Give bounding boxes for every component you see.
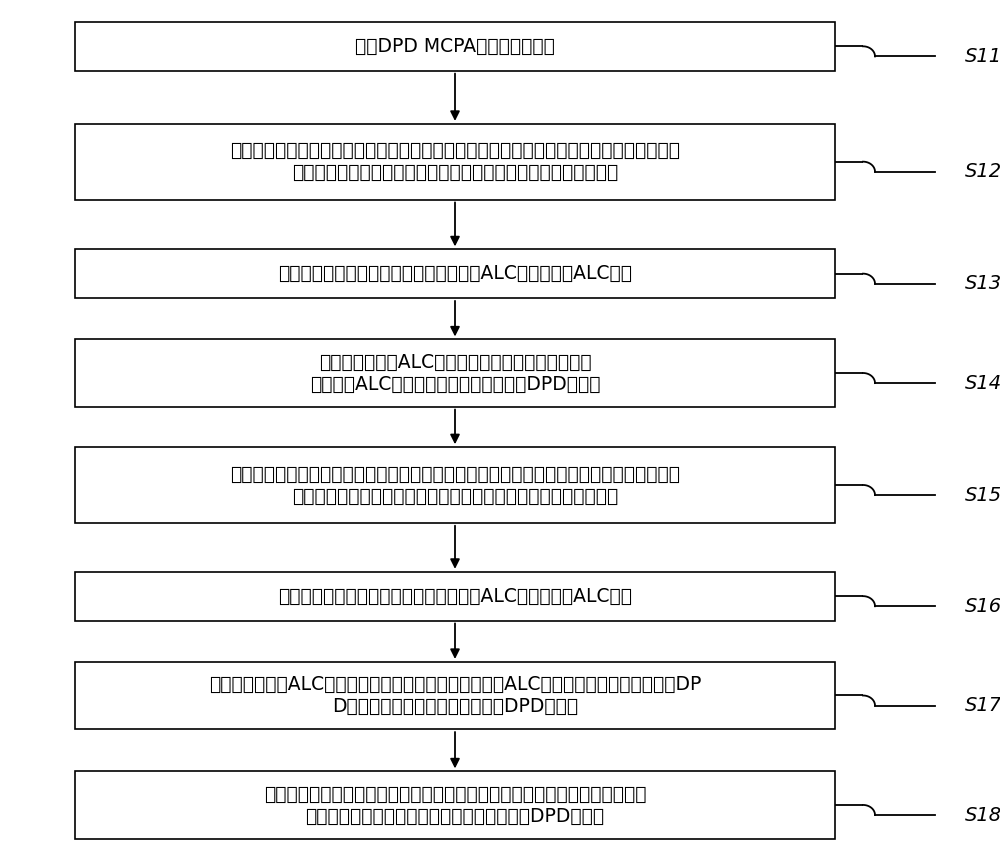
Text: S120: S120: [965, 163, 1000, 181]
Bar: [75, 124, 835, 200]
Text: 对至少两路载波信号均依次进行第一峰值ALC处理和均值ALC处理: 对至少两路载波信号均依次进行第一峰值ALC处理和均值ALC处理: [278, 264, 632, 283]
Text: S170: S170: [965, 696, 1000, 715]
Text: 接收用于控制接收反馈数字信号的反馈切换指令，分别接收对应耦合器发送的
至少两路反馈数字信号，并分别输送至对应的DPD处理器: 接收用于控制接收反馈数字信号的反馈切换指令，分别接收对应耦合器发送的 至少两路反…: [264, 785, 646, 825]
Text: S110: S110: [965, 47, 1000, 66]
Bar: [75, 22, 835, 71]
Bar: [75, 447, 835, 523]
Text: 分别对进行均值ALC处理后的至少两路载波信号进行
第二峰值ALC处理，并分别输送至对应的DPD处理器: 分别对进行均值ALC处理后的至少两路载波信号进行 第二峰值ALC处理，并分别输送…: [310, 353, 600, 393]
Text: S130: S130: [965, 274, 1000, 293]
Text: 在接收到用于控制载波分离的第一控制信号后，获取数字基带信号中各载波的频点信息，根
据频点信息对数字基带信号进行载波分离，得到至少两路载波信号: 在接收到用于控制载波分离的第一控制信号后，获取数字基带信号中各载波的频点信息，根…: [230, 141, 680, 182]
Text: 分别对进行均值ALC处理后的至少两路制式进行第二峰值ALC处理，并分别输送至对应的DP
D处理器，每一路载波信号对应一DPD处理器: 分别对进行均值ALC处理后的至少两路制式进行第二峰值ALC处理，并分别输送至对应…: [209, 675, 701, 716]
Bar: [75, 572, 835, 621]
Text: S180: S180: [965, 806, 1000, 824]
Bar: [75, 771, 835, 839]
Text: 在接收到用于控制信号分离的第二控制信号后，获取数字基带信号的信号制式数据，根据信
号制式数据对数字基带信号进行信号分离，得到至少两路制式信号: 在接收到用于控制信号分离的第二控制信号后，获取数字基带信号的信号制式数据，根据信…: [230, 465, 680, 505]
Text: 接收DPD MCPA的数字基带信号: 接收DPD MCPA的数字基带信号: [355, 37, 555, 56]
Text: S140: S140: [965, 374, 1000, 392]
Text: S160: S160: [965, 597, 1000, 616]
Bar: [75, 249, 835, 298]
Bar: [75, 662, 835, 729]
Bar: [75, 339, 835, 407]
Text: 对至少两路制式信号均依次进行第一峰值ALC处理和均值ALC处理: 对至少两路制式信号均依次进行第一峰值ALC处理和均值ALC处理: [278, 587, 632, 605]
Text: S150: S150: [965, 486, 1000, 504]
